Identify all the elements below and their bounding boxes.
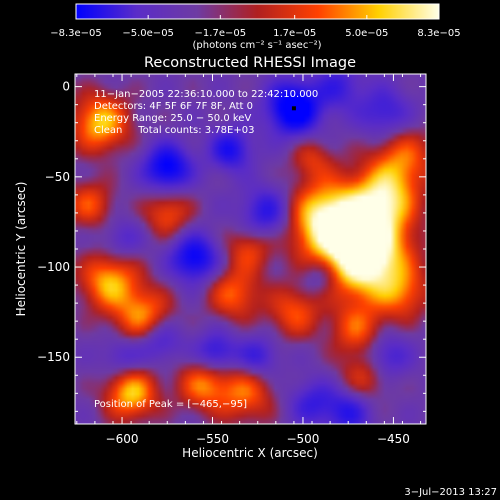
annotation-energy-range: Energy Range: 25.0 − 50.0 keV <box>94 113 251 124</box>
colorbar-ticks <box>75 15 440 19</box>
x-tick-label: −450 <box>377 432 410 446</box>
peak-marker <box>291 106 296 111</box>
x-tick-label: −500 <box>286 432 319 446</box>
y-tick-label: −50 <box>45 170 70 184</box>
colorbar-tick-label: 1.7e−05 <box>273 28 316 39</box>
annotation-time-range: 11−Jan−2005 22:36:10.000 to 22:42:10.000 <box>94 89 318 100</box>
annotation-clean-counts: Clean Total counts: 3.78E+03 <box>94 125 254 136</box>
colorbar-tick-labels: −8.3e−05 −5.0e−05 −1.7e−05 1.7e−05 5.0e−05 8.… <box>50 28 460 39</box>
annotation-detectors: Detectors: 4F 5F 6F 7F 8F, Att 0 <box>94 101 253 112</box>
y-tick-label: −100 <box>37 260 70 274</box>
y-tick-label: −150 <box>37 350 70 364</box>
colorbar-tick-label: 8.3e−05 <box>417 28 460 39</box>
annotation-block: 11−Jan−2005 22:36:10.000 to 22:42:10.000… <box>94 89 318 410</box>
annotation-peak-position: Position of Peak = [−465,−95] <box>94 399 247 410</box>
x-tick-label: −600 <box>106 432 139 446</box>
plot-date-stamp: 3−Jul−2013 13:27 <box>404 487 497 498</box>
colorbar-tick-label: −8.3e−05 <box>50 28 102 39</box>
colorbar-gradient <box>75 3 440 20</box>
x-tick-label: −550 <box>196 432 229 446</box>
colorbar-units-label: (photons cm⁻² s⁻¹ asec⁻²) <box>192 40 321 51</box>
colorbar-tick-label: 5.0e−05 <box>345 28 388 39</box>
chart-title: Reconstructed RHESSI Image <box>144 55 356 71</box>
y-tick-label: 0 <box>62 80 70 94</box>
y-axis: 0 −50 −100 −150 <box>37 80 426 412</box>
y-axis-label: Heliocentric Y (arcsec) <box>14 182 28 317</box>
x-axis-label: Heliocentric X (arcsec) <box>182 446 318 460</box>
colorbar: −8.3e−05 −5.0e−05 −1.7e−05 1.7e−05 5.0e−05 8.… <box>50 3 461 51</box>
x-axis: −600 −550 −500 −450 <box>76 74 422 446</box>
heatmap-image <box>75 74 426 424</box>
colorbar-tick-label: −1.7e−05 <box>195 28 247 39</box>
heatmap-area <box>75 74 426 424</box>
colorbar-tick-label: −5.0e−05 <box>122 28 174 39</box>
